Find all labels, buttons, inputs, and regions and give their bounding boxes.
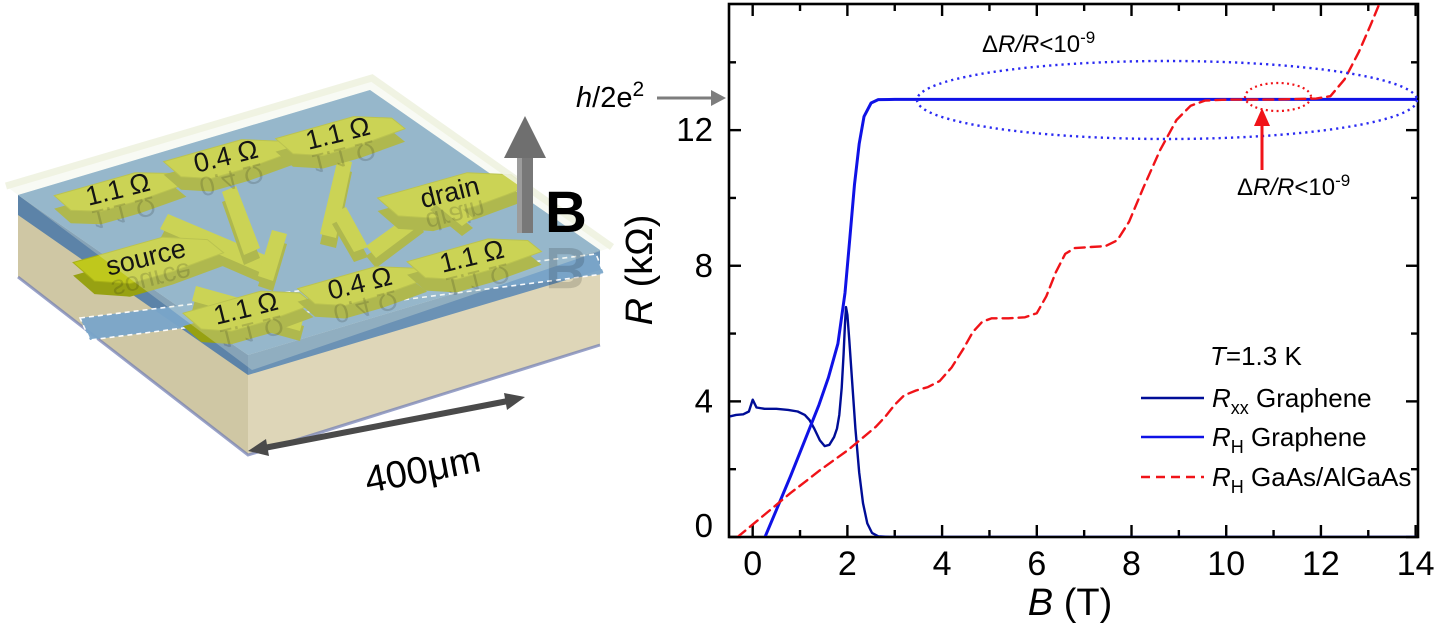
precision-ellipse-gaas [1243,81,1313,113]
scale-bar-label: 400μm [361,438,484,502]
x-tick-label: 2 [838,545,857,583]
contact-pad [376,172,529,219]
plateau-arrowhead [711,90,726,106]
hall-plot: 0 2 4 6 8 10 12 14 0 4 8 12 h/2e2 ΔR/R<10-9 ΔR/R<10… [576,2,1435,624]
legend-temperature: T=1.3 K [1210,341,1302,371]
legend-label-rh-gaas: RH GaAs/AlGaAs [1212,462,1411,497]
b-field-arrow: B B [504,116,587,300]
b-arrow-shaft-highlight [517,155,522,233]
y-tick-label: 12 [676,111,713,148]
x-tick-label: 10 [1207,545,1245,583]
scale-bar-line [263,398,509,451]
contact-stub [320,158,352,238]
contact-pad [406,238,543,280]
legend: T=1.3 K Rxx Graphene RH Graphene RH GaAs… [1141,341,1411,497]
contact-pad [181,290,315,332]
x-tick-label: 6 [1027,545,1046,583]
y-tick-label: 4 [695,382,713,419]
legend-label-rh-graphene: RH Graphene [1212,422,1367,457]
data-curves [730,5,1417,536]
plateau-value-label: h/2e2 [576,78,644,114]
axis-ticks [729,4,1418,539]
contact-stub [430,191,473,226]
x-tick-label: 12 [1302,545,1340,583]
b-arrow-head [504,116,546,158]
contact-stub [332,207,368,252]
glass-cap [6,78,612,370]
legend-label-rxx-graphene: Rxx Graphene [1212,383,1372,418]
device-panel: 1.1 Ω1.1 Ω0.4 Ω0.4 Ω1.1 Ω1.1 Ωdraindrain… [5,74,615,502]
x-tick-label: 0 [743,545,762,583]
contact-stub-edge [430,201,473,236]
contact-pad [296,266,429,307]
b-field-label-reflection: B [545,235,587,300]
substrate-front-face [248,250,600,455]
y-tick-label: 0 [695,507,713,544]
scale-bar-arrow-right [504,393,525,410]
gaas-precision-annotation: ΔR/R<10-9 [1237,171,1350,201]
contact-pad [274,116,407,157]
x-tick-label: 4 [933,545,952,583]
contact-pad [72,236,225,285]
plot-frame [727,2,1420,539]
b-field-label: B [545,180,587,245]
y-axis-title: R (kΩ) [619,215,661,326]
curve-rh-graphene [763,97,1417,536]
curve-rh-gaas-algaas [736,5,1381,536]
curve-rxx-graphene [730,305,1417,536]
contact-pad [53,172,188,212]
contact-pads [53,116,543,345]
gaas-annotation-arrowhead [1254,108,1270,126]
graphene-precision-annotation: ΔR/R<10-9 [982,28,1095,58]
x-axis-title: B (T) [1028,582,1112,624]
y-tick-label: 8 [695,247,713,284]
contact-stub [258,230,287,281]
x-tick-label: 14 [1397,545,1435,583]
contact-stub [222,186,260,255]
contact-pad [162,139,295,180]
x-tick-label: 8 [1122,545,1141,583]
precision-ellipse-graphene [915,59,1419,141]
scale-bar-arrow-left [248,439,269,456]
axis-tick-labels: 0 2 4 6 8 10 12 14 0 4 8 12 [676,111,1434,583]
